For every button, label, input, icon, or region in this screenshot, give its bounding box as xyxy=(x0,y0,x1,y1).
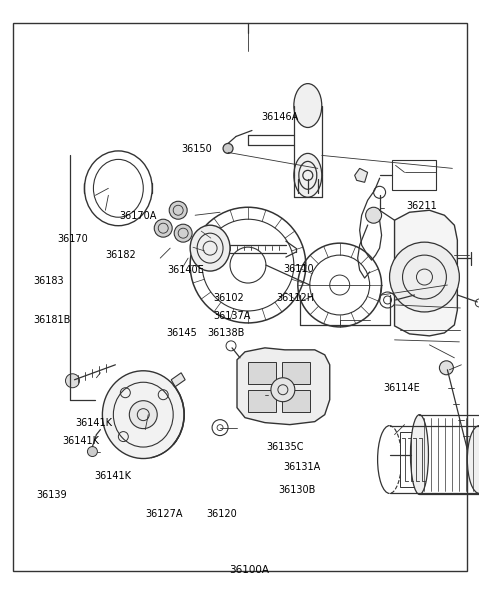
Text: 36170A: 36170A xyxy=(120,211,157,221)
Text: 36140E: 36140E xyxy=(167,266,204,276)
Polygon shape xyxy=(395,210,457,336)
Text: 36211: 36211 xyxy=(407,201,437,211)
Bar xyxy=(248,390,276,412)
Text: 36130B: 36130B xyxy=(278,486,316,496)
Text: 36183: 36183 xyxy=(33,277,64,287)
Text: 36114E: 36114E xyxy=(384,383,420,393)
Ellipse shape xyxy=(294,153,322,197)
Text: 36100A: 36100A xyxy=(229,565,270,575)
Text: 36131A: 36131A xyxy=(283,462,320,472)
Circle shape xyxy=(223,143,233,153)
Circle shape xyxy=(87,447,97,457)
Ellipse shape xyxy=(190,225,230,271)
Polygon shape xyxy=(171,373,185,386)
Circle shape xyxy=(271,378,295,402)
Circle shape xyxy=(65,374,80,388)
Bar xyxy=(392,160,436,191)
Text: 36137A: 36137A xyxy=(214,310,251,320)
Text: 36135C: 36135C xyxy=(266,442,304,452)
Circle shape xyxy=(390,242,459,312)
Text: 36146A: 36146A xyxy=(262,112,299,122)
Ellipse shape xyxy=(468,425,480,493)
Polygon shape xyxy=(237,348,330,425)
Text: 36102: 36102 xyxy=(214,293,244,303)
Text: 36150: 36150 xyxy=(181,144,212,154)
Bar xyxy=(248,362,276,384)
Ellipse shape xyxy=(410,415,429,494)
Circle shape xyxy=(439,361,454,375)
Text: 36181B: 36181B xyxy=(33,314,71,325)
Text: 36139: 36139 xyxy=(36,490,67,500)
Text: 36145: 36145 xyxy=(166,328,197,338)
Circle shape xyxy=(174,224,192,242)
Ellipse shape xyxy=(294,84,322,127)
Polygon shape xyxy=(355,168,368,182)
Ellipse shape xyxy=(102,371,184,458)
Circle shape xyxy=(129,401,157,428)
Circle shape xyxy=(366,207,382,223)
Text: 36170: 36170 xyxy=(57,234,88,244)
Bar xyxy=(282,390,310,412)
Text: 36112H: 36112H xyxy=(276,293,314,303)
Text: 36110: 36110 xyxy=(283,264,314,274)
Circle shape xyxy=(169,201,187,219)
Text: 36120: 36120 xyxy=(206,509,237,519)
Text: 36127A: 36127A xyxy=(146,509,183,519)
Polygon shape xyxy=(399,432,424,487)
Text: 36141K: 36141K xyxy=(75,418,112,428)
Text: 36141K: 36141K xyxy=(62,436,99,446)
Text: 36182: 36182 xyxy=(105,250,136,260)
Text: 36141K: 36141K xyxy=(94,471,131,481)
Bar xyxy=(282,362,310,384)
Circle shape xyxy=(154,219,172,237)
Text: 36138B: 36138B xyxy=(207,328,245,338)
